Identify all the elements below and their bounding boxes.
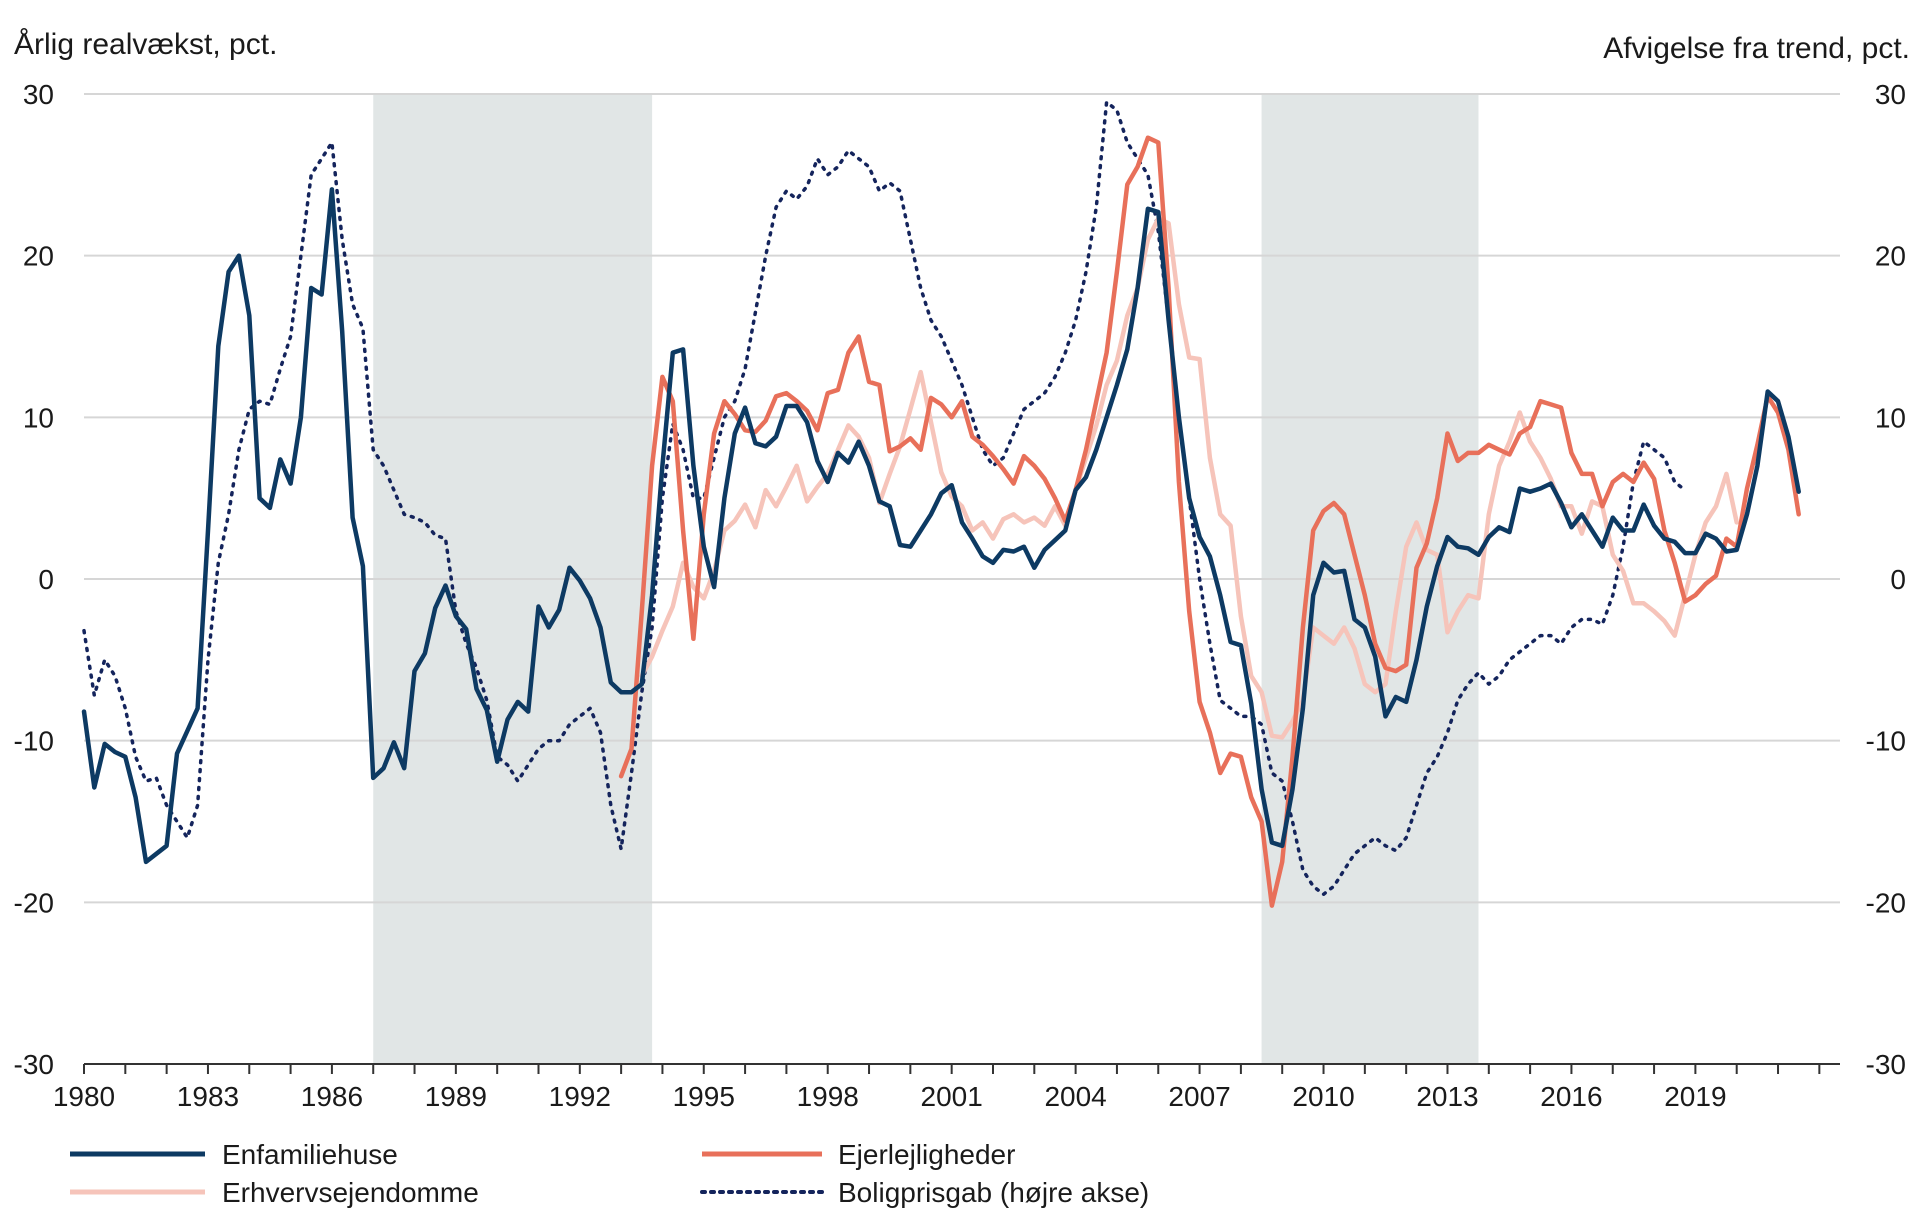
x-tick-label: 2010	[1292, 1081, 1354, 1112]
legend-label-erhvervsejendomme: Erhvervsejendomme	[222, 1177, 479, 1208]
y-right-tick-label: 20	[1875, 241, 1906, 272]
series-line-ejerlejligheder	[618, 135, 1801, 908]
x-tick-label: 1980	[53, 1081, 115, 1112]
x-tick-label: 2004	[1044, 1081, 1106, 1112]
axes	[83, 1063, 1840, 1074]
tick-labels: 1980 1983 1986 1989 1992 1995 1998 2001 2004 2007…	[14, 79, 1906, 1112]
x-tick-label: 1998	[797, 1081, 859, 1112]
series-line-boligprisgab	[82, 100, 1687, 897]
legend-label-boligprisgab: Boligprisgab (højre akse)	[838, 1177, 1149, 1208]
x-tick-label: 1992	[549, 1081, 611, 1112]
left-axis-title: Årlig realvækst, pct.	[14, 28, 277, 61]
y-right-tick-label: 10	[1875, 402, 1906, 433]
x-tick-label: 1983	[177, 1081, 239, 1112]
y-right-tick-label: 30	[1875, 79, 1906, 110]
y-left-tick-label: -20	[14, 887, 54, 918]
y-right-tick-label: -10	[1866, 726, 1906, 757]
y-right-tick-label: -30	[1866, 1049, 1906, 1080]
y-left-tick-label: 20	[23, 241, 54, 272]
x-tick-label: 2013	[1416, 1081, 1478, 1112]
series-line-enfamiliehuse	[81, 187, 1801, 865]
x-tick-label: 2019	[1664, 1081, 1726, 1112]
series-lines	[81, 100, 1801, 908]
x-tick-label: 2007	[1168, 1081, 1230, 1112]
right-axis-title: Afvigelse fra trend, pct.	[1603, 32, 1910, 65]
legend-label-enfamiliehuse: Enfamiliehuse	[222, 1139, 398, 1170]
y-right-tick-label: -20	[1866, 887, 1906, 918]
y-left-tick-label: -30	[14, 1049, 54, 1080]
series-line-erhvervsejendomme	[639, 216, 1739, 740]
legend-label-ejerlejligheder: Ejerlejligheder	[838, 1139, 1015, 1170]
y-left-tick-label: 10	[23, 402, 54, 433]
x-tick-label: 2016	[1540, 1081, 1602, 1112]
y-left-tick-label: -10	[14, 726, 54, 757]
x-tick-label: 1989	[425, 1081, 487, 1112]
x-tick-label: 2001	[921, 1081, 983, 1112]
x-tick-label: 1995	[673, 1081, 735, 1112]
gridlines	[84, 93, 1840, 904]
x-tick-label: 1986	[301, 1081, 363, 1112]
y-left-tick-label: 30	[23, 79, 54, 110]
legend: Enfamiliehuse Ejerlejligheder Erhvervsej…	[70, 1139, 1149, 1208]
y-left-tick-label: 0	[38, 564, 54, 595]
y-right-tick-label: 0	[1890, 564, 1906, 595]
